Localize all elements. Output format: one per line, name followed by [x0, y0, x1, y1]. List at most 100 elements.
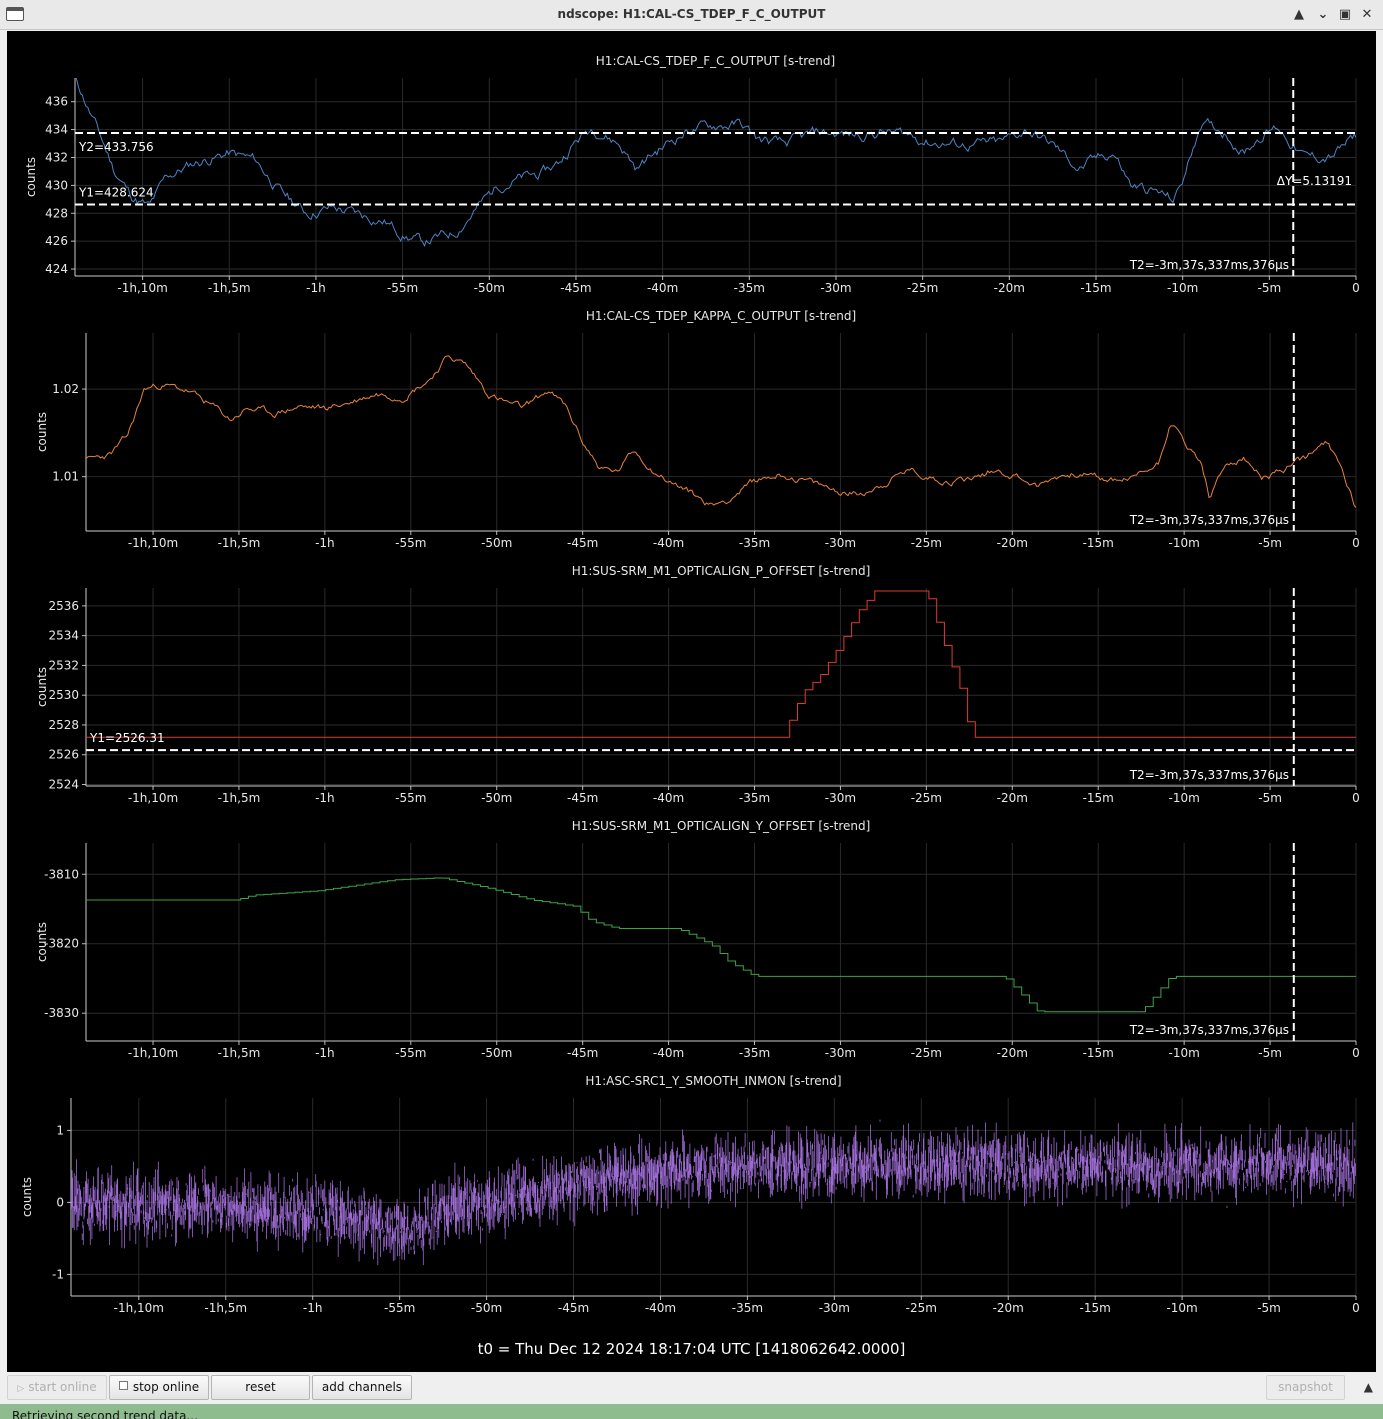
- x-tick-label: -25m: [911, 536, 942, 550]
- x-tick-label: -1h,10m: [128, 536, 178, 550]
- series-trace: [86, 355, 1356, 508]
- y-tick-label: 1.01: [52, 470, 79, 484]
- x-tick-label: -55m: [395, 1046, 426, 1060]
- start-online-button[interactable]: ▷ start online: [7, 1375, 107, 1400]
- x-tick-label: -45m: [567, 791, 598, 805]
- y-axis-label: counts: [35, 412, 49, 452]
- x-tick-label: -30m: [825, 1046, 856, 1060]
- y-tick-label: 436: [45, 95, 68, 109]
- x-tick-label: 0: [1352, 536, 1360, 550]
- y-axis-label: counts: [20, 1177, 34, 1217]
- x-tick-label: -5m: [1258, 1046, 1282, 1060]
- minimize-icon[interactable]: ⌄: [1317, 7, 1329, 22]
- series-5: [71, 1119, 1356, 1266]
- x-tick-label: -1h,10m: [128, 1046, 178, 1060]
- x-tick-label: 0: [1352, 281, 1360, 295]
- x-tick-label: -40m: [653, 536, 684, 550]
- x-tick-label: 0: [1352, 791, 1360, 805]
- collapse-toolbar-icon[interactable]: ▲: [1363, 1380, 1373, 1394]
- series-3: [86, 590, 1356, 738]
- snapshot-button[interactable]: snapshot: [1266, 1375, 1345, 1400]
- x-tick-label: -1h: [306, 281, 326, 295]
- y-tick-label: 434: [45, 123, 68, 137]
- x-tick-label: -35m: [739, 536, 770, 550]
- t0-label: t0 = Thu Dec 12 2024 18:17:04 UTC [14180…: [477, 1340, 906, 1358]
- x-tick-label: -30m: [825, 536, 856, 550]
- x-tick-label: -15m: [1080, 1301, 1111, 1315]
- x-tick-label: -55m: [395, 791, 426, 805]
- x-tick-label: -10m: [1168, 791, 1199, 805]
- x-tick-label: -20m: [997, 791, 1028, 805]
- x-tick-label: -1h: [315, 791, 335, 805]
- x-tick-label: -15m: [1083, 791, 1114, 805]
- x-tick-label: -50m: [474, 281, 505, 295]
- x-tick-label: -20m: [994, 281, 1025, 295]
- stop-checkbox-icon: [118, 1381, 128, 1390]
- x-tick-label: -15m: [1080, 281, 1111, 295]
- app-window-icon: [6, 7, 24, 21]
- y-tick-label: 428: [45, 206, 68, 220]
- x-tick-label: -25m: [907, 281, 938, 295]
- series-trace: [71, 1119, 1356, 1266]
- y-tick-label: -3830: [44, 1006, 79, 1020]
- reset-button[interactable]: reset: [211, 1375, 310, 1400]
- x-tick-label: -5m: [1257, 1301, 1281, 1315]
- x-tick-label: -20m: [997, 536, 1028, 550]
- x-tick-label: -5m: [1258, 281, 1282, 295]
- x-tick-label: -40m: [653, 791, 684, 805]
- y-axis-label: counts: [35, 922, 49, 962]
- x-tick-label: -1h,10m: [128, 791, 178, 805]
- x-tick-label: -45m: [567, 1046, 598, 1060]
- y2-cursor-label: Y2=433.756: [78, 140, 154, 154]
- plot-title: H1:CAL-CS_TDEP_KAPPA_C_OUTPUT [s-trend]: [586, 309, 856, 323]
- plots-svg[interactable]: H1:CAL-CS_TDEP_F_C_OUTPUT [s-trend] count…: [7, 31, 1376, 1336]
- y-axis-label: counts: [24, 157, 38, 197]
- x-tick-label: -50m: [481, 791, 512, 805]
- plot-title: H1:CAL-CS_TDEP_F_C_OUTPUT [s-trend]: [596, 54, 835, 68]
- add-channels-button[interactable]: add channels: [312, 1375, 412, 1400]
- x-tick-label: -25m: [906, 1301, 937, 1315]
- x-tick-label: -45m: [560, 281, 591, 295]
- maximize-icon[interactable]: ▣: [1338, 7, 1352, 22]
- play-icon: ▷: [17, 1384, 25, 1394]
- plot-area[interactable]: H1:CAL-CS_TDEP_F_C_OUTPUT [s-trend] count…: [7, 31, 1376, 1372]
- t2-cursor-label: T2=-3m,37s,337ms,376µs: [1129, 768, 1289, 782]
- x-tick-label: -15m: [1083, 536, 1114, 550]
- x-tick-label: -55m: [395, 536, 426, 550]
- stop-online-label: stop online: [132, 1380, 200, 1394]
- x-tick-label: -1h: [303, 1301, 323, 1315]
- x-tick-label: 0: [1352, 1301, 1360, 1315]
- x-tick-label: -40m: [645, 1301, 676, 1315]
- y-axis-label: counts: [35, 667, 49, 707]
- x-tick-label: -1h,10m: [114, 1301, 164, 1315]
- x-tick-label: -1h,5m: [204, 1301, 247, 1315]
- x-tick-label: -20m: [993, 1301, 1024, 1315]
- plot-panel-3: H1:SUS-SRM_M1_OPTICALIGN_P_OFFSET [s-tre…: [35, 564, 1360, 805]
- t2-cursor-label: T2=-3m,37s,337ms,376µs: [1129, 258, 1289, 272]
- t2-cursor-label: T2=-3m,37s,337ms,376µs: [1129, 1023, 1289, 1037]
- series-4: [86, 877, 1356, 1013]
- series-1: [75, 78, 1356, 248]
- x-tick-label: -50m: [471, 1301, 502, 1315]
- y-tick-label: 2532: [48, 658, 79, 672]
- x-tick-label: -5m: [1258, 791, 1282, 805]
- plot-panel-1: H1:CAL-CS_TDEP_F_C_OUTPUT [s-trend] count…: [24, 54, 1360, 295]
- window-title: ndscope: H1:CAL-CS_TDEP_F_C_OUTPUT: [557, 7, 826, 21]
- keep-above-icon[interactable]: ▲: [1294, 7, 1304, 22]
- series-trace: [86, 590, 1356, 738]
- x-tick-label: -40m: [653, 1046, 684, 1060]
- start-online-label: start online: [28, 1380, 97, 1394]
- close-icon[interactable]: ✕: [1361, 7, 1373, 22]
- plot-panel-2: H1:CAL-CS_TDEP_KAPPA_C_OUTPUT [s-trend] c…: [35, 309, 1360, 550]
- plot-title: H1:SUS-SRM_M1_OPTICALIGN_Y_OFFSET [s-tre…: [572, 819, 871, 833]
- x-tick-label: -15m: [1083, 1046, 1114, 1060]
- y-tick-label: 0: [56, 1195, 64, 1209]
- y-tick-label: 2526: [48, 748, 79, 762]
- y-tick-label: 2534: [48, 629, 79, 643]
- y-tick-label: 1.02: [52, 382, 79, 396]
- x-tick-label: -25m: [911, 1046, 942, 1060]
- y1-cursor-label: Y1=428.624: [78, 186, 154, 200]
- x-tick-label: -1h,5m: [218, 536, 261, 550]
- stop-online-button[interactable]: stop online: [109, 1375, 209, 1400]
- y-tick-label: -3810: [44, 867, 79, 881]
